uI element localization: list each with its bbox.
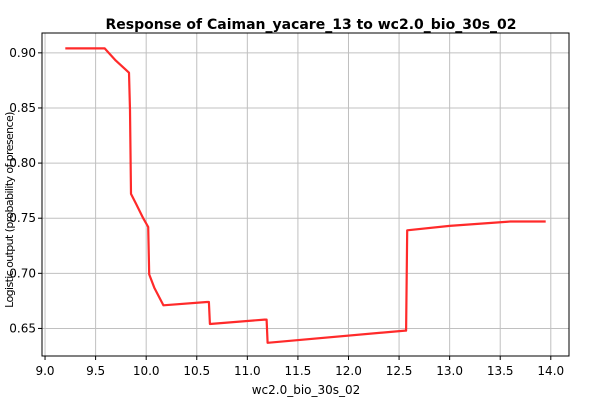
x-tick-label: 9.5 xyxy=(86,364,105,378)
x-tick-label: 10.5 xyxy=(183,364,210,378)
response-curve xyxy=(65,47,546,344)
y-tick-label: 0.65 xyxy=(9,321,36,335)
series xyxy=(65,47,546,344)
grid xyxy=(42,33,569,356)
y-tick-label: 0.75 xyxy=(9,211,36,225)
x-tick-label: 12.5 xyxy=(386,364,413,378)
x-tick-label: 11.5 xyxy=(285,364,312,378)
x-tick-label: 13.5 xyxy=(487,364,514,378)
x-tick-label: 13.0 xyxy=(436,364,463,378)
x-tick-label: 11.0 xyxy=(234,364,261,378)
x-tick-label: 14.0 xyxy=(537,364,564,378)
y-tick-label: 0.90 xyxy=(9,46,36,60)
y-axis-label: Logistic output (probability of presence… xyxy=(3,112,16,308)
y-tick-label: 0.85 xyxy=(9,101,36,115)
x-tick-label: 9.0 xyxy=(35,364,54,378)
x-tick-label: 10.0 xyxy=(133,364,160,378)
y-tick-label: 0.80 xyxy=(9,156,36,170)
x-tick-label: 12.0 xyxy=(335,364,362,378)
axis-ticks: 9.0 9.5 10.0 10.5 11.0 11.5 12.0 12.5 13.0 13.5 14… xyxy=(9,46,564,378)
y-tick-label: 0.70 xyxy=(9,266,36,280)
plot-frame xyxy=(41,32,570,357)
x-axis-label: wc2.0_bio_30s_02 xyxy=(252,383,361,397)
chart-title: Response of Caiman_yacare_13 to wc2.0_bi… xyxy=(105,17,516,33)
